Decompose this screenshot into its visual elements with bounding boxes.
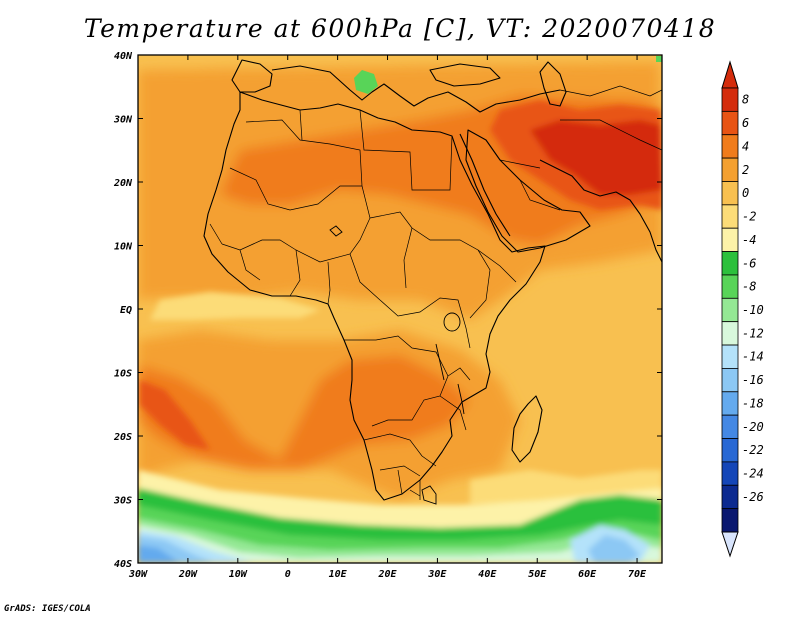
field-band-4-to-6-atlantic bbox=[140, 380, 210, 450]
red-sea-coastline bbox=[459, 133, 511, 237]
colorbar-label: -20 bbox=[742, 420, 764, 434]
lon-tick-label: 0 bbox=[285, 569, 291, 580]
colorbar-label: -18 bbox=[742, 396, 764, 410]
lon-tick-label: 10W bbox=[229, 569, 248, 580]
black-sea-coastline bbox=[429, 63, 501, 87]
lon-tick-label: 70E bbox=[628, 569, 647, 580]
colorbar-segment bbox=[721, 110, 739, 136]
colorbar-label: -2 bbox=[742, 210, 756, 224]
caspian-coastline bbox=[539, 61, 567, 107]
colorbar-label: -12 bbox=[742, 326, 764, 340]
colorbar-label: -14 bbox=[742, 350, 764, 364]
lon-tick-label: 50E bbox=[528, 569, 547, 580]
colorbar-label: -8 bbox=[742, 280, 756, 294]
africa-coastline bbox=[203, 91, 546, 501]
madagascar-coastline bbox=[511, 395, 543, 463]
colorbar-segment bbox=[721, 321, 739, 346]
colorbar-segment bbox=[721, 297, 739, 323]
field-band-neg18-to-neg14-east bbox=[588, 535, 640, 563]
field-band-neg2-to-0-equatorial bbox=[150, 292, 320, 320]
colorbar-segment bbox=[721, 157, 739, 182]
lon-tick-label: 20W bbox=[178, 569, 198, 580]
colorbar: 8 6 4 2 0 -2 -4 -6 -8 -10 -12 -14 -16 -18 -20 -22 -24 -26 bbox=[721, 60, 764, 558]
colorbar-segment bbox=[721, 251, 739, 276]
colorbar-label: -24 bbox=[742, 467, 764, 481]
lon-tick-label: 10E bbox=[329, 569, 348, 580]
colorbar-segment bbox=[721, 87, 739, 112]
colorbar-label: -4 bbox=[742, 233, 756, 247]
colorbar-segment bbox=[721, 461, 739, 486]
lat-tick-label: 30S bbox=[113, 496, 132, 507]
colorbar-label: 6 bbox=[742, 116, 749, 130]
lat-tick-label: 20S bbox=[113, 432, 132, 443]
lon-tick-label: 20E bbox=[377, 569, 397, 580]
lake-malawi bbox=[457, 383, 465, 415]
field-band-neg18-to-neg16 bbox=[138, 545, 180, 563]
field-band-neg10-to-neg8 bbox=[138, 518, 662, 563]
europe-coastline bbox=[231, 59, 561, 113]
grads-credit: GrADS: IGES/COLA bbox=[4, 604, 91, 614]
field-band-4-to-6-southwest bbox=[138, 355, 470, 470]
colorbar-label: 0 bbox=[742, 186, 749, 200]
lesotho bbox=[421, 485, 437, 505]
colorbar-segment bbox=[721, 227, 739, 252]
colorbar-label: 8 bbox=[742, 93, 749, 107]
colorbar-label: 4 bbox=[742, 139, 749, 153]
field-band-6-to-8-arabia-core bbox=[530, 120, 662, 195]
colorbar-label: -10 bbox=[742, 303, 764, 317]
colorbar-label: -26 bbox=[742, 490, 764, 504]
colorbar-label: 2 bbox=[742, 163, 749, 177]
lon-tick-label: 40E bbox=[478, 569, 497, 580]
lat-tick-label: 10S bbox=[114, 369, 132, 380]
lake-victoria bbox=[443, 312, 461, 332]
temperature-field bbox=[138, 55, 662, 563]
colorbar-segment bbox=[721, 508, 739, 533]
colorbar-segment bbox=[721, 368, 739, 393]
lake-chad bbox=[329, 225, 343, 237]
colorbar-segment bbox=[721, 438, 739, 463]
lon-tick-label: 30W bbox=[128, 569, 148, 580]
field-band-neg6-to-neg4-balkans bbox=[354, 70, 378, 94]
colorbar-label: -22 bbox=[742, 443, 764, 457]
colorbar-segment bbox=[721, 204, 739, 229]
lat-tick-label: 20N bbox=[113, 178, 133, 189]
coastlines bbox=[203, 59, 662, 501]
lakes bbox=[329, 225, 465, 505]
field-band-neg6-to-neg4-caucasus bbox=[656, 56, 662, 62]
colorbar-segment bbox=[721, 181, 739, 206]
colorbar-segment bbox=[721, 344, 739, 369]
lat-tick-label: 10N bbox=[114, 242, 133, 253]
field-band-neg12-to-neg10 bbox=[138, 525, 662, 563]
chart-title: Temperature at 600hPa [C], VT: 202007041… bbox=[83, 14, 717, 43]
lon-tick-label: 30E bbox=[427, 569, 447, 580]
asia-coastline bbox=[539, 159, 662, 263]
colorbar-segment bbox=[721, 484, 739, 510]
colorbar-segment bbox=[721, 414, 739, 439]
lat-tick-label: 40S bbox=[114, 559, 132, 570]
lat-tick-label: EQ bbox=[120, 305, 132, 316]
colorbar-segment bbox=[721, 134, 739, 159]
colorbar-bottom-arrow bbox=[721, 531, 739, 558]
colorbar-top-arrow bbox=[721, 60, 739, 89]
arabia-coastline bbox=[465, 129, 591, 253]
colorbar-segment bbox=[721, 274, 739, 299]
lat-tick-label: 30N bbox=[113, 115, 133, 126]
country-borders bbox=[209, 85, 662, 500]
lon-tick-label: 60E bbox=[578, 569, 597, 580]
lake-tanganyika bbox=[435, 343, 445, 381]
lat-tick-label: 40N bbox=[114, 51, 133, 62]
southern-cold-bands bbox=[138, 470, 662, 563]
colorbar-label: -6 bbox=[742, 256, 756, 270]
colorbar-label: -16 bbox=[742, 373, 764, 387]
colorbar-segment bbox=[721, 391, 739, 416]
